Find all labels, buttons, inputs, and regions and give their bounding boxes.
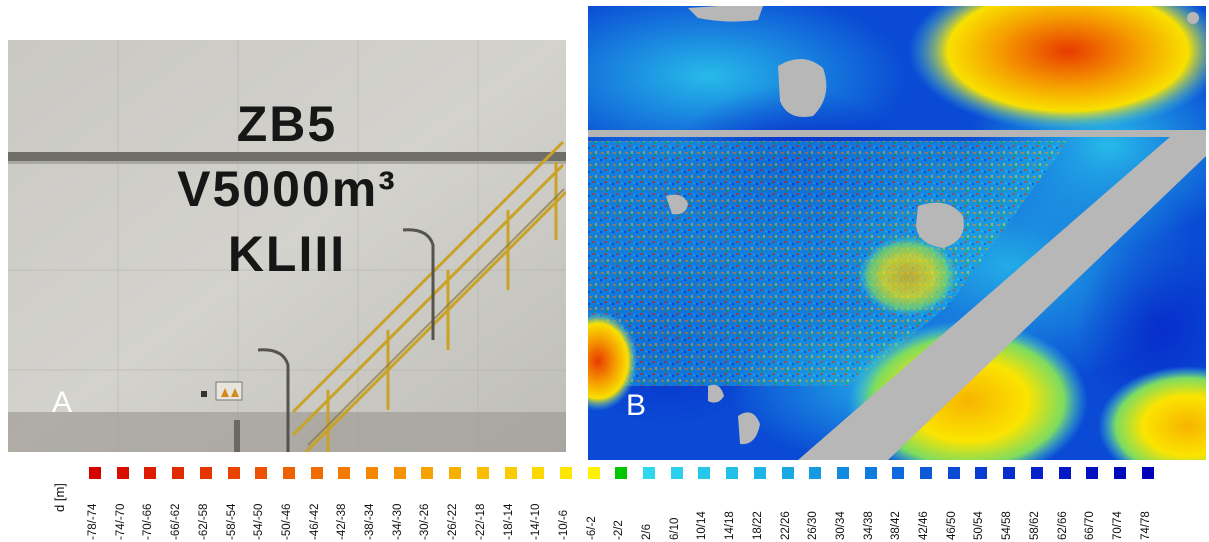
legend-swatch	[503, 466, 518, 480]
tank-wall-photo	[8, 40, 566, 452]
legend-swatch	[198, 466, 213, 480]
legend-swatch	[254, 466, 269, 480]
legend-swatch	[448, 466, 463, 480]
legend-label: 34/38	[862, 511, 875, 540]
legend-label: -34/-30	[391, 503, 404, 540]
legend-label: -2/2	[613, 520, 626, 540]
legend-swatch	[919, 466, 933, 480]
photo-panel-a: ZB5 V5000m³ KLIII A	[8, 40, 566, 452]
legend-swatch	[475, 466, 490, 480]
deviation-heatmap	[588, 6, 1206, 460]
legend-label: 58/62	[1028, 511, 1041, 540]
legend-swatch	[143, 466, 158, 480]
legend-swatch	[1140, 466, 1155, 480]
legend-label: -30/-26	[419, 503, 432, 540]
legend-swatch	[586, 466, 601, 480]
legend-label: -70/-66	[142, 503, 155, 540]
legend-swatch	[309, 466, 324, 480]
legend-swatch	[697, 466, 712, 480]
legend-swatch	[808, 466, 823, 480]
legend-label: 18/22	[751, 511, 764, 540]
legend-swatch	[863, 466, 878, 480]
tank-id-text: ZB5	[236, 96, 338, 152]
legend-label: 6/10	[668, 517, 681, 540]
legend-swatch	[1002, 466, 1017, 480]
legend-label: 22/26	[779, 511, 792, 540]
legend-swatch	[1057, 466, 1072, 480]
legend-swatch	[420, 466, 435, 480]
legend-label: -14/-10	[530, 503, 543, 540]
legend-label: 42/46	[918, 511, 930, 540]
legend-label: -74/-70	[114, 503, 127, 540]
legend-swatch	[780, 466, 795, 480]
legend-label: 14/18	[724, 511, 737, 540]
legend-swatch	[642, 466, 656, 480]
legend-swatch	[365, 466, 379, 480]
legend-swatch	[226, 466, 241, 480]
panel-a-label: A	[52, 386, 73, 419]
legend-swatch	[946, 466, 961, 480]
legend-swatch	[835, 466, 850, 480]
legend-label: -66/-62	[170, 503, 183, 540]
legend-swatch	[614, 466, 629, 480]
legend-swatch	[171, 466, 186, 480]
legend-label: 10/14	[696, 511, 709, 540]
legend-label: -62/-58	[197, 503, 210, 540]
legend-label: -10/-6	[557, 509, 570, 540]
legend-swatch	[752, 466, 767, 480]
legend-label: 62/66	[1056, 511, 1069, 540]
legend-label: 26/30	[807, 511, 820, 540]
legend-swatch	[725, 466, 740, 480]
legend-label: -46/-42	[308, 503, 321, 540]
legend-label: -42/-38	[336, 503, 349, 540]
legend-label: 74/78	[1139, 511, 1152, 540]
legend-swatch	[337, 466, 352, 480]
legend-label: -22/-18	[474, 503, 487, 540]
legend-label: -18/-14	[502, 503, 515, 540]
legend-label: 30/34	[834, 511, 847, 540]
legend-swatch	[1112, 466, 1127, 480]
legend-swatch	[392, 466, 407, 480]
legend-swatch	[891, 466, 906, 480]
legend-label: 70/74	[1111, 511, 1124, 540]
legend-swatch	[281, 466, 296, 480]
tank-class-text: KLIII	[227, 226, 347, 282]
legend-swatch	[1085, 466, 1100, 480]
legend-swatch	[88, 466, 102, 480]
legend-label: -26/-22	[447, 503, 460, 540]
legend-swatch	[1029, 466, 1044, 480]
legend-label: 38/42	[890, 511, 903, 540]
legend-swatch	[558, 466, 573, 480]
legend-label: 54/58	[1001, 511, 1014, 540]
legend-label: -50/-46	[280, 503, 293, 540]
legend-title: d [m]	[52, 483, 67, 512]
legend-label: -38/-34	[364, 503, 376, 540]
legend-swatch	[669, 466, 684, 480]
legend-swatch	[531, 466, 546, 480]
legend-label: 46/50	[945, 511, 958, 540]
legend-label: 2/6	[641, 524, 653, 540]
legend-label: -58/-54	[225, 503, 238, 540]
deviation-map-panel-b: B	[588, 6, 1206, 460]
panel-b-label: B	[626, 389, 647, 422]
legend-swatch	[115, 466, 130, 480]
tank-volume-text: V5000m³	[177, 161, 397, 217]
legend-swatch	[974, 466, 989, 480]
legend-label: -78/-74	[87, 503, 99, 540]
legend-label: 66/70	[1084, 511, 1097, 540]
legend-label: -54/-50	[253, 503, 266, 540]
legend-label: -6/-2	[585, 516, 598, 540]
legend-label: 50/54	[973, 511, 986, 540]
